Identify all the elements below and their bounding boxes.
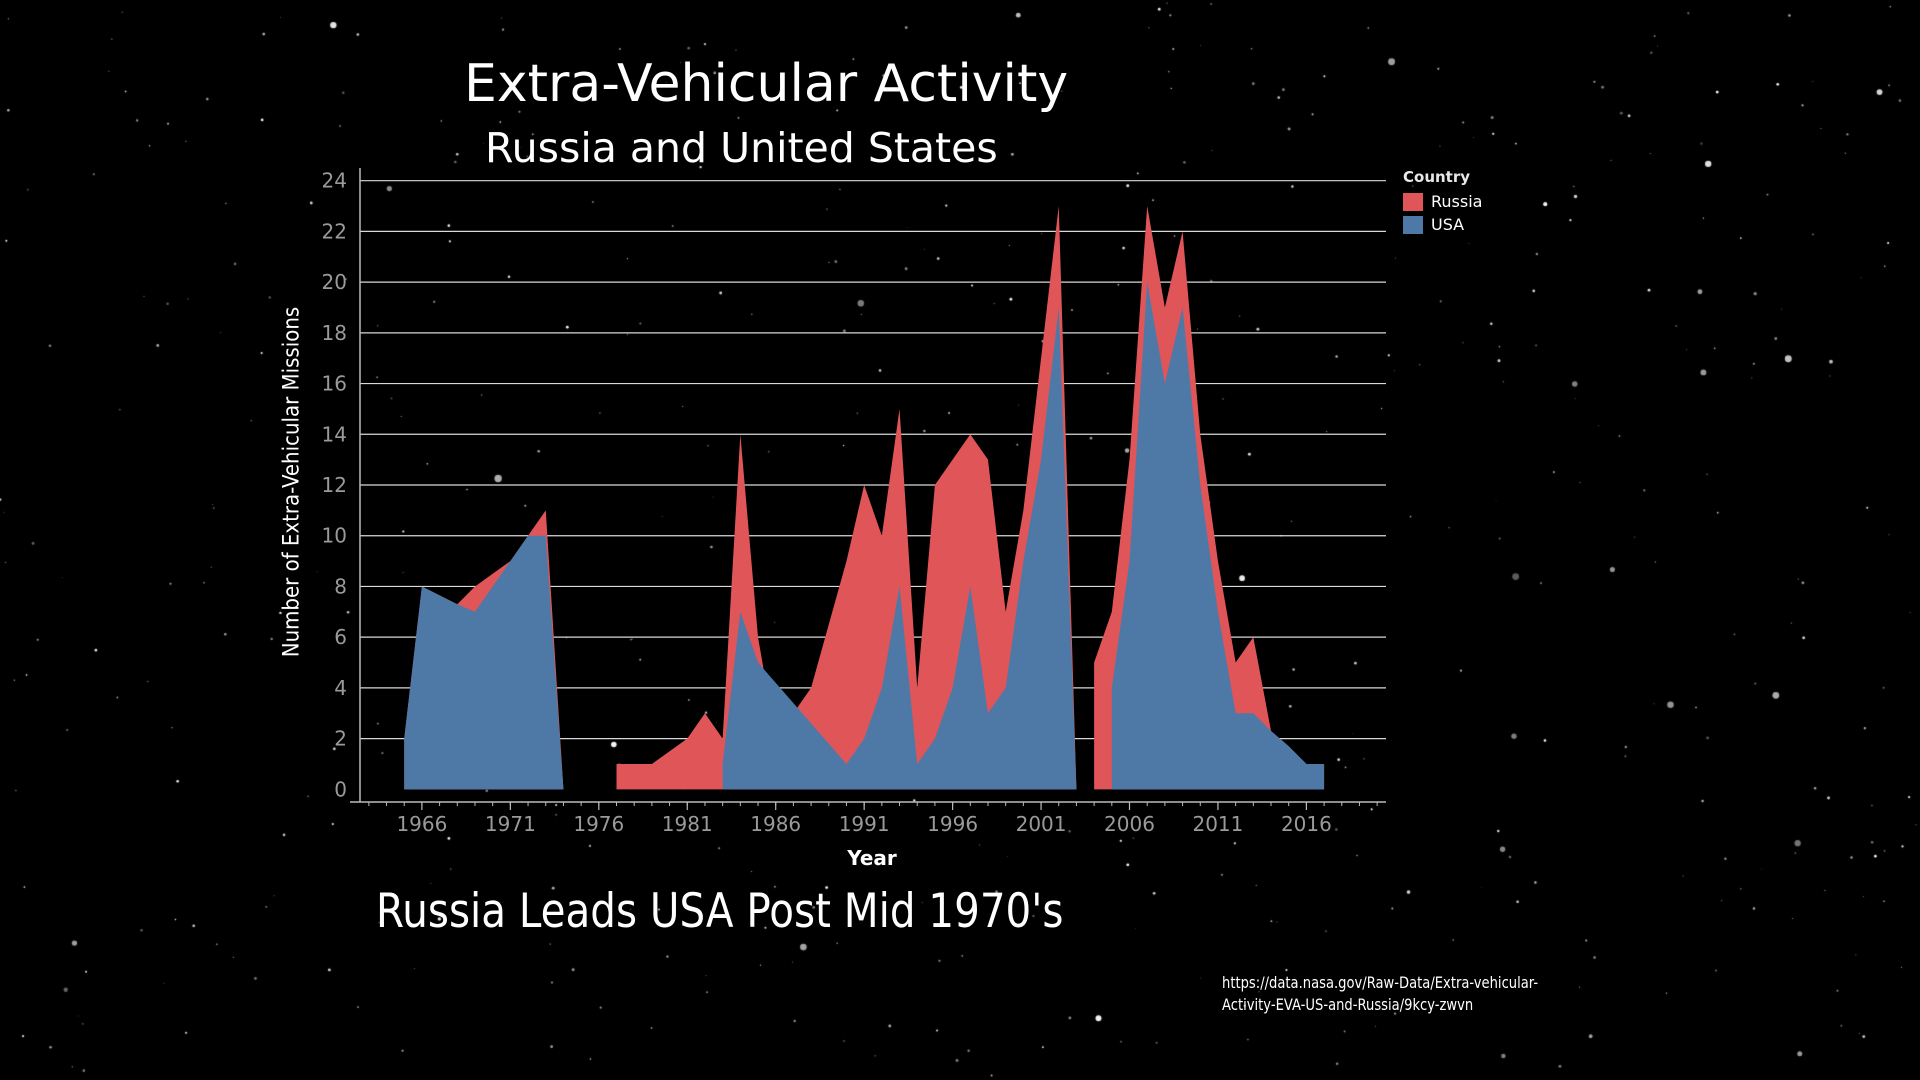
x-tick-label: 2001	[1016, 812, 1067, 836]
chart-title: Extra-Vehicular Activity	[464, 54, 1069, 114]
x-tick-label: 2006	[1104, 812, 1155, 836]
source-line-2: Activity-EVA-US-and-Russia/9kcy-zwvn	[1222, 995, 1474, 1014]
x-tick-label: 2016	[1281, 812, 1332, 836]
x-tick-label: 1986	[750, 812, 801, 836]
x-axis-label: Year	[847, 846, 897, 870]
legend-swatch-russia	[1403, 192, 1423, 211]
y-tick-label: 22	[322, 219, 347, 243]
x-tick-label: 1966	[396, 812, 447, 836]
x-tick-label: 1996	[927, 812, 978, 836]
usa-area-segment-2	[1111, 282, 1325, 790]
y-tick-label: 8	[334, 574, 347, 598]
y-tick-label: 12	[322, 473, 347, 497]
y-tick-label: 16	[322, 372, 347, 396]
legend-item-russia: Russia	[1403, 190, 1482, 213]
y-tick-label: 18	[322, 321, 347, 345]
y-tick-label: 20	[322, 270, 347, 294]
x-tick-label: 1981	[662, 812, 713, 836]
legend-title: Country	[1403, 168, 1471, 186]
y-tick-label: 24	[322, 169, 347, 193]
chart-subtitle: Russia and United States	[485, 124, 998, 172]
y-tick-label: 6	[334, 625, 347, 649]
usa-area-segment-0	[404, 535, 564, 790]
y-tick-label: 2	[334, 727, 347, 751]
headline-caption: Russia Leads USA Post Mid 1970's	[376, 884, 1064, 939]
x-tick-label: 1971	[485, 812, 536, 836]
legend: Country Russia USA	[1403, 168, 1482, 236]
legend-swatch-usa	[1403, 215, 1423, 234]
y-tick-label: 0	[334, 777, 347, 801]
legend-item-usa: USA	[1403, 213, 1482, 236]
usa-area-segment-1	[722, 307, 1077, 790]
legend-label-usa: USA	[1431, 215, 1465, 234]
x-tick-labels: 1966 1971 1976 1981 1986 1991 1996 2001 2006 2011…	[396, 812, 1331, 836]
y-axis-label: Number of Extra-Vehicular Missions	[279, 306, 305, 658]
x-tick-label: 2011	[1192, 812, 1243, 836]
source-line-1: https://data.nasa.gov/Raw-Data/Extra-veh…	[1222, 973, 1539, 992]
x-tick-label: 1991	[839, 812, 890, 836]
legend-label-russia: Russia	[1431, 192, 1483, 211]
x-tick-label: 1976	[573, 812, 624, 836]
chart-axes	[350, 168, 1386, 810]
y-tick-label: 4	[334, 676, 347, 700]
chart-areas	[404, 206, 1325, 790]
y-tick-label: 10	[322, 524, 347, 548]
y-tick-label: 14	[322, 422, 347, 446]
source-citation: https://data.nasa.gov/Raw-Data/Extra-veh…	[1222, 972, 1538, 1016]
